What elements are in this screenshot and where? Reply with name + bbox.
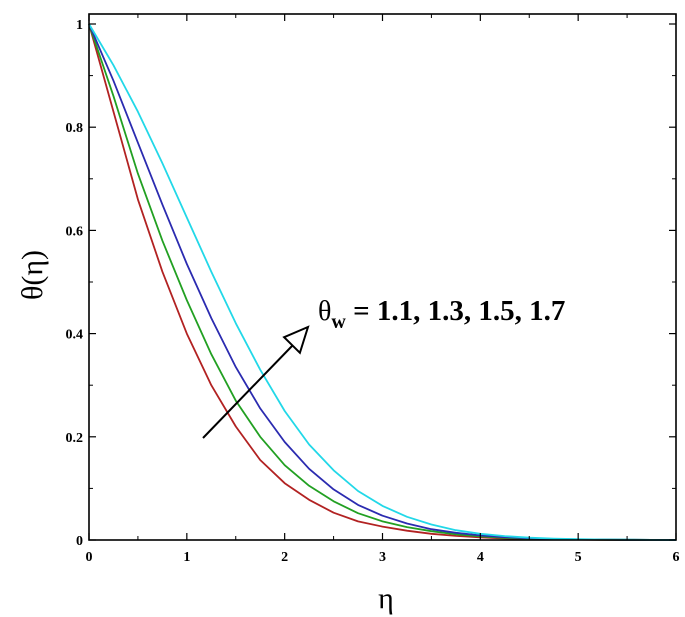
x-tick-label: 3 xyxy=(379,550,386,565)
y-tick-label: 0 xyxy=(76,534,83,549)
y-tick-label: 0.2 xyxy=(66,431,84,446)
x-tick-label: 2 xyxy=(281,550,288,565)
x-tick-label: 4 xyxy=(477,550,484,565)
x-tick-label: 0 xyxy=(86,550,93,565)
y-tick-label: 0.4 xyxy=(66,328,84,343)
annotation-values: = 1.1, 1.3, 1.5, 1.7 xyxy=(346,295,566,327)
annotation-subscript: w xyxy=(331,311,346,333)
annotation-symbol: θ xyxy=(318,296,331,327)
y-tick-label: 0.8 xyxy=(66,121,84,136)
y-tick-label: 0.6 xyxy=(66,224,84,239)
x-tick-label: 6 xyxy=(673,550,680,565)
y-axis-title: θ(η) xyxy=(16,250,49,300)
x-tick-label: 5 xyxy=(575,550,582,565)
x-tick-label: 1 xyxy=(183,550,190,565)
x-axis-title: η xyxy=(378,582,394,615)
y-tick-label: 1 xyxy=(76,18,83,33)
